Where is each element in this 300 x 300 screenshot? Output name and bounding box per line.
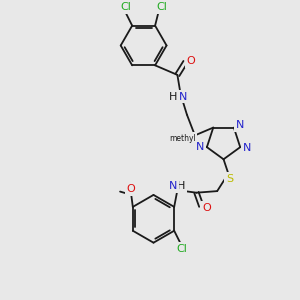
Text: O: O xyxy=(187,56,195,66)
Text: N: N xyxy=(169,181,178,191)
Text: H: H xyxy=(168,92,177,101)
Text: H: H xyxy=(177,181,185,191)
Text: O: O xyxy=(202,203,211,213)
Text: S: S xyxy=(226,174,233,184)
Text: N: N xyxy=(179,92,187,101)
Text: Cl: Cl xyxy=(120,2,131,13)
Text: methyl: methyl xyxy=(169,134,196,143)
Text: N: N xyxy=(236,120,244,130)
Text: N: N xyxy=(196,142,204,152)
Text: O: O xyxy=(126,184,135,194)
Text: Cl: Cl xyxy=(177,244,188,254)
Text: Cl: Cl xyxy=(156,2,167,13)
Text: N: N xyxy=(243,143,251,153)
